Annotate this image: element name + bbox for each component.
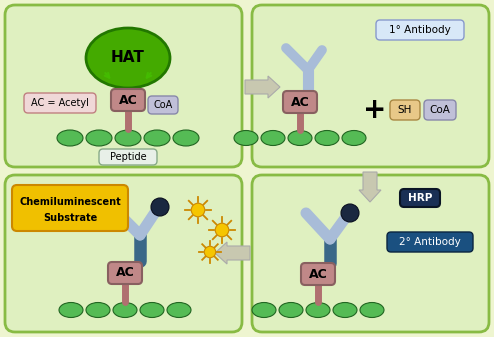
FancyBboxPatch shape [424,100,456,120]
Ellipse shape [86,130,112,146]
Text: Chemiluminescent: Chemiluminescent [19,197,121,207]
Ellipse shape [113,303,137,317]
Ellipse shape [167,303,191,317]
Ellipse shape [86,28,170,88]
Text: AC = Acetyl: AC = Acetyl [31,98,89,108]
FancyBboxPatch shape [390,100,420,120]
FancyBboxPatch shape [387,232,473,252]
Text: HAT: HAT [111,51,145,65]
Ellipse shape [315,130,339,146]
Circle shape [191,203,205,217]
Ellipse shape [234,130,258,146]
Text: Substrate: Substrate [43,213,97,223]
Ellipse shape [59,303,83,317]
FancyBboxPatch shape [108,262,142,284]
Text: CoA: CoA [153,100,172,110]
FancyBboxPatch shape [24,93,96,113]
FancyBboxPatch shape [111,89,145,111]
FancyBboxPatch shape [283,91,317,113]
Text: AC: AC [290,95,309,109]
Ellipse shape [342,130,366,146]
FancyBboxPatch shape [400,189,440,207]
FancyBboxPatch shape [148,96,178,114]
FancyBboxPatch shape [252,5,489,167]
FancyArrow shape [215,242,250,264]
FancyBboxPatch shape [301,263,335,285]
Ellipse shape [173,130,199,146]
FancyBboxPatch shape [252,175,489,332]
FancyArrow shape [359,172,381,202]
Ellipse shape [140,303,164,317]
FancyBboxPatch shape [5,5,242,167]
Text: AC: AC [116,267,134,279]
Text: Peptide: Peptide [110,152,146,162]
Text: SH: SH [398,105,412,115]
Text: HRP: HRP [408,193,432,203]
Text: 1° Antibody: 1° Antibody [389,25,451,35]
FancyBboxPatch shape [99,149,157,165]
Ellipse shape [306,303,330,317]
Text: AC: AC [119,93,137,106]
Ellipse shape [261,130,285,146]
FancyArrow shape [245,76,280,98]
Circle shape [151,198,169,216]
FancyBboxPatch shape [12,185,128,231]
Ellipse shape [86,303,110,317]
Ellipse shape [57,130,83,146]
Circle shape [215,223,229,237]
Text: AC: AC [309,268,328,280]
Ellipse shape [144,130,170,146]
Ellipse shape [252,303,276,317]
Ellipse shape [288,130,312,146]
Ellipse shape [360,303,384,317]
FancyBboxPatch shape [376,20,464,40]
Circle shape [205,246,216,258]
Ellipse shape [115,130,141,146]
Text: +: + [363,96,387,124]
Ellipse shape [279,303,303,317]
Text: 2° Antibody: 2° Antibody [399,237,461,247]
Circle shape [341,204,359,222]
FancyBboxPatch shape [5,175,242,332]
Text: CoA: CoA [430,105,451,115]
Ellipse shape [333,303,357,317]
